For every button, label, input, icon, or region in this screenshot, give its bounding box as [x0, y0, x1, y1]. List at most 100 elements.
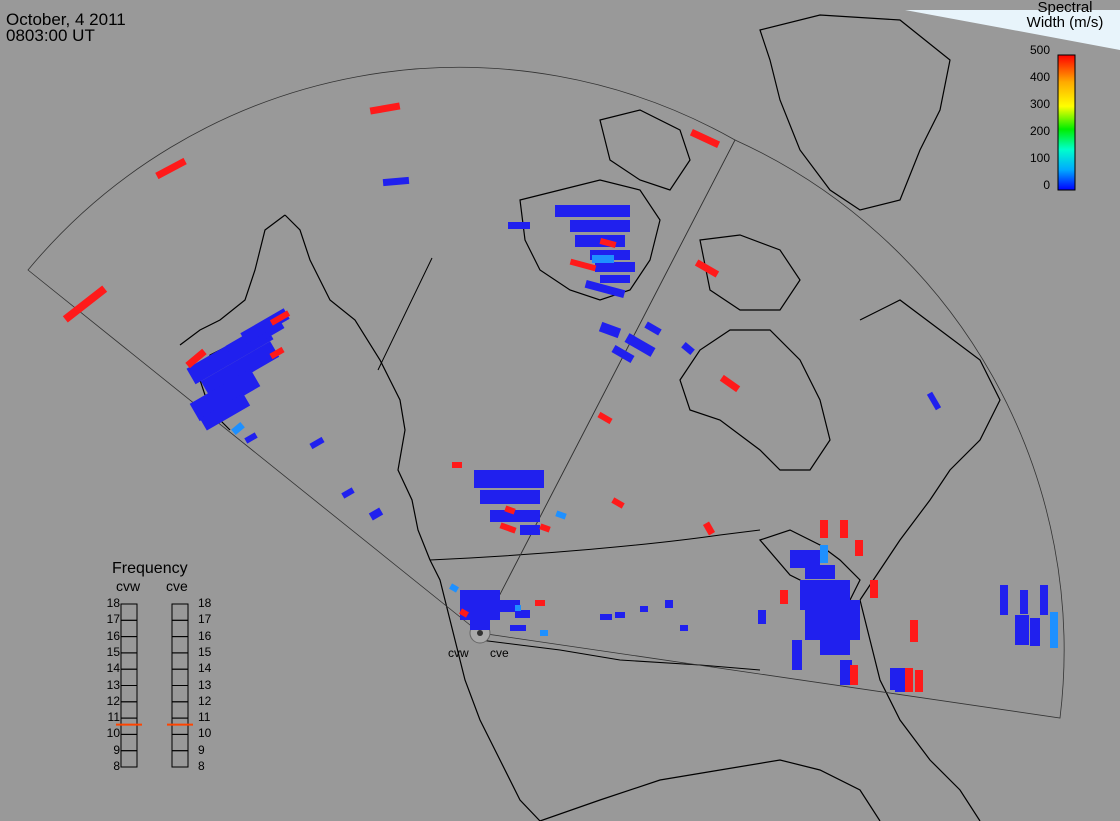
scatter-cell: [820, 635, 850, 655]
scatter-cell: [62, 285, 108, 323]
frequency-cell: [120, 717, 138, 735]
frequency-cell: [171, 701, 189, 719]
scatter-cell: [1000, 585, 1008, 615]
frequency-level-label: 12: [198, 693, 212, 708]
frequency-level-label: 18: [106, 596, 120, 610]
scatter-cell: [597, 411, 613, 425]
scatter-cell: [790, 550, 820, 568]
frequency-level-label: 13: [198, 677, 212, 692]
scatter-cell: [199, 393, 251, 431]
frequency-cell: [120, 701, 138, 719]
frequency-cell: [120, 619, 138, 638]
frequency-cell: [171, 685, 189, 703]
scatter-cell: [459, 608, 469, 618]
colorbar-title-line2: Width (m/s): [1026, 14, 1104, 31]
frequency-level-label: 10: [198, 726, 212, 741]
scatter-cell: [535, 600, 545, 606]
frequency-level-label: 12: [106, 693, 120, 708]
scatter-cell: [382, 176, 410, 187]
frequency-level-label: 16: [106, 628, 120, 643]
frequency-cell: [171, 750, 189, 768]
frequency-cell: [171, 636, 189, 654]
scatter-cell: [474, 470, 544, 488]
scatter-cell: [905, 668, 913, 692]
frequency-cell: [120, 750, 138, 768]
date-label: October, 4 2011: [6, 10, 126, 29]
scatter-cell: [1015, 615, 1029, 645]
scatter-cell: [1030, 618, 1040, 646]
frequency-title: Frequency: [112, 560, 188, 577]
scatter-cell: [689, 128, 721, 149]
scatter-cell: [490, 510, 540, 522]
frequency-scales: [116, 603, 193, 768]
frequency-level-label: 9: [198, 742, 205, 757]
scatter-cell: [719, 374, 741, 393]
scatter-cell: [1040, 585, 1048, 615]
scatter-cell: [539, 523, 551, 533]
frequency-level-label: 10: [106, 726, 120, 741]
scatter-cell: [520, 525, 540, 535]
scatter-cell: [592, 255, 614, 263]
scatter-cell: [269, 346, 285, 360]
scatter-cell: [510, 625, 526, 631]
scatter-cell: [244, 432, 258, 444]
scatter-cell: [575, 235, 625, 247]
scatter-cell: [926, 391, 942, 411]
frequency-level-label: 11: [107, 710, 120, 725]
frequency-level-label: 16: [198, 628, 212, 643]
scatter-cell: [598, 321, 622, 339]
ice-region: [905, 10, 1120, 50]
frequency-level-label: 14: [198, 661, 212, 676]
colorbar-tick-500: 500: [1029, 43, 1050, 57]
coastlines: [179, 14, 1001, 821]
scatter-cell: [611, 497, 625, 509]
scatter-cell: [369, 102, 401, 115]
scatter-cell: [820, 520, 828, 538]
scatter-cell: [615, 612, 625, 618]
frequency-cell: [120, 685, 138, 703]
scatter-cell: [599, 238, 617, 248]
scatter-cell: [504, 505, 516, 515]
frequency-level-label: 17: [106, 612, 120, 627]
scatter-cell: [600, 275, 630, 283]
scatter-cell: [890, 668, 896, 690]
frequency-cell: [120, 603, 138, 621]
scatter-cell: [515, 605, 521, 611]
colorbar-tick-400: 400: [1029, 70, 1050, 84]
scatter-cell: [452, 462, 462, 468]
scatter-cell: [600, 614, 612, 620]
scatter-cell: [155, 157, 187, 180]
radar-fields-of-view: [27, 66, 1065, 719]
scatter-cell: [200, 341, 280, 397]
scatter-cell: [644, 321, 662, 336]
scatter-cell: [850, 665, 858, 685]
scatter-cell: [185, 348, 207, 369]
colorbar-title-line1: Spectral: [1037, 0, 1093, 16]
scatter-cell: [840, 520, 848, 538]
scatter-cell: [680, 625, 688, 631]
frequency-cell: [171, 619, 189, 638]
scatter-cell: [595, 262, 635, 272]
scatter-cell: [640, 606, 648, 612]
scatter-cell: [805, 565, 835, 579]
scatter-cell: [792, 640, 802, 670]
frequency-cell: [120, 636, 138, 654]
borders: [377, 257, 761, 671]
frequency-cell: [171, 603, 189, 621]
frequency-cell: [171, 733, 189, 752]
colorbar-tick-0: 0: [1043, 178, 1050, 192]
frequency-level-label: 11: [198, 710, 211, 725]
scatter-cell: [702, 521, 716, 536]
scatter-cell: [780, 590, 788, 604]
scatter-cell: [584, 279, 626, 299]
radar-label-cve: cve: [490, 646, 509, 660]
scatter-cell: [910, 620, 918, 642]
scatter-cell: [840, 660, 852, 685]
frequency-cell: [171, 717, 189, 735]
scatter-cell: [515, 610, 530, 618]
backscatter-cells: [62, 102, 1058, 692]
scatter-cell: [449, 583, 459, 593]
colorbar-tick-100: 100: [1029, 151, 1050, 165]
frequency-level-label: 17: [198, 612, 212, 627]
